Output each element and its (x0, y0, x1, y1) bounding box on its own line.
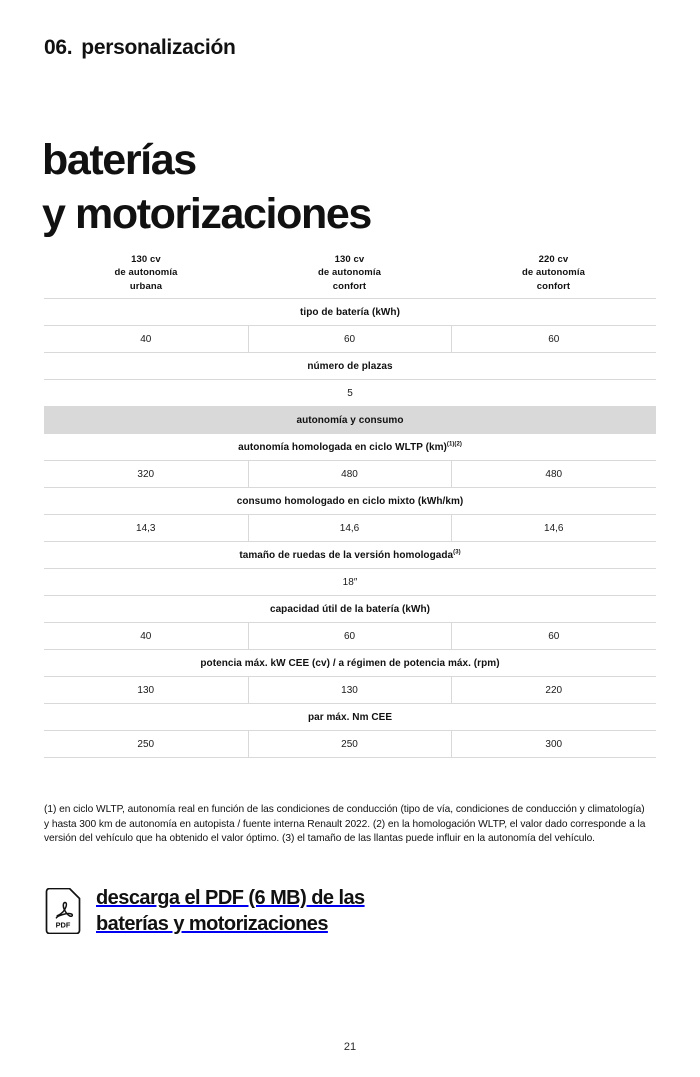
column-header-3-line-2: de autonomía (522, 267, 585, 279)
table-row: 18″ (44, 568, 656, 596)
specifications-table: 130 cv de autonomía urbana 130 cv de aut… (44, 250, 656, 758)
specifications-table-body: 130 cv de autonomía urbana 130 cv de aut… (44, 250, 656, 758)
spec-value: 480 (247, 460, 451, 488)
column-header-1-line-2: de autonomía (114, 267, 178, 279)
table-row: potencia máx. kW CEE (cv) / a régimen de… (44, 649, 656, 677)
spec-label-text: tamaño de ruedas de la versión homologad… (239, 549, 454, 561)
table-row: autonomía homologada en ciclo WLTP (km)(… (44, 433, 656, 461)
table-row: tipo de batería (kWh) (44, 298, 656, 326)
table-row: 40 60 60 (44, 622, 656, 650)
spec-label: autonomía homologada en ciclo WLTP (km)(… (44, 433, 656, 461)
section-label: personalización (81, 36, 236, 59)
spec-section-label-text: autonomía y consumo (296, 414, 404, 426)
table-row: 5 (44, 379, 656, 407)
table-row: 320 480 480 (44, 460, 656, 488)
spec-section-label: autonomía y consumo (44, 406, 656, 434)
spec-value: 250 (44, 730, 248, 758)
download-pdf-label-line-2: baterías y motorizaciones (96, 913, 328, 936)
table-column-header-row: 130 cv de autonomía urbana 130 cv de aut… (44, 250, 656, 299)
spec-label-footnote-ref: (1)(2) (446, 441, 462, 448)
page-number: 21 (343, 1041, 357, 1053)
spec-label: número de plazas (44, 352, 656, 380)
column-header-2: 130 cv de autonomía confort (248, 250, 451, 299)
table-row: par máx. Nm CEE (44, 703, 656, 731)
spec-label: par máx. Nm CEE (44, 703, 656, 731)
spec-value: 300 (450, 730, 656, 758)
column-header-2-line-1: 130 cv (334, 253, 365, 265)
section-number: 06. (44, 36, 73, 59)
spec-value: 40 (44, 622, 248, 650)
spec-label-text: consumo homologado en ciclo mixto (kWh/k… (236, 495, 464, 507)
spec-value: 14,3 (44, 514, 248, 542)
page-title-line-2: y motorizaciones (42, 189, 372, 238)
spec-label: consumo homologado en ciclo mixto (kWh/k… (44, 487, 656, 515)
column-header-3-line-1: 220 cv (538, 253, 569, 265)
spec-value: 220 (450, 676, 656, 704)
pdf-file-icon: PDF (45, 888, 81, 935)
spec-value: 60 (450, 622, 656, 650)
spec-label: tamaño de ruedas de la versión homologad… (44, 541, 656, 569)
table-row: consumo homologado en ciclo mixto (kWh/k… (44, 487, 656, 515)
spec-label-text: potencia máx. kW CEE (cv) / a régimen de… (200, 657, 500, 669)
download-pdf-label-line-1: descarga el PDF (6 MB) de las (96, 887, 365, 909)
page-title-line-1: baterías (42, 135, 197, 184)
table-bottom-rule-cell (44, 757, 656, 758)
pdf-icon-label: PDF (56, 921, 71, 930)
download-pdf-label: descarga el PDF (6 MB) de las baterías y… (96, 885, 365, 938)
spec-value: 130 (44, 676, 248, 704)
column-header-1-line-1: 130 cv (131, 253, 161, 265)
column-header-3: 220 cv de autonomía confort (451, 250, 656, 299)
download-pdf-link[interactable]: PDF descarga el PDF (6 MB) de las baterí… (44, 885, 365, 938)
spec-value: 18″ (44, 568, 656, 596)
column-header-2-line-3: confort (332, 280, 367, 292)
spec-label-text: número de plazas (307, 360, 393, 372)
table-bottom-rule (44, 757, 656, 758)
spec-value: 130 (247, 676, 451, 704)
spec-value: 320 (44, 460, 248, 488)
table-section-band: autonomía y consumo (44, 406, 656, 434)
page-title: baterías y motorizaciones (42, 133, 372, 241)
table-row: 250 250 300 (44, 730, 656, 758)
column-header-1: 130 cv de autonomía urbana (44, 250, 248, 299)
column-header-2-line-2: de autonomía (318, 267, 381, 279)
spec-value: 250 (247, 730, 451, 758)
spec-value: 480 (450, 460, 656, 488)
spec-label: tipo de batería (kWh) (44, 298, 656, 326)
spec-label: capacidad útil de la batería (kWh) (44, 595, 656, 623)
spec-value: 60 (450, 325, 656, 353)
table-row: 40 60 60 (44, 325, 656, 353)
spec-label-text: tipo de batería (kWh) (300, 306, 400, 318)
footnotes: (1) en ciclo WLTP, autonomía real en fun… (44, 804, 646, 845)
spec-label-text: capacidad útil de la batería (kWh) (269, 603, 431, 615)
spec-label-text: autonomía homologada en ciclo WLTP (km) (238, 441, 447, 453)
spec-label-text: par máx. Nm CEE (307, 711, 393, 723)
table-row: capacidad útil de la batería (kWh) (44, 595, 656, 623)
spec-label: potencia máx. kW CEE (cv) / a régimen de… (44, 649, 656, 677)
spec-value: 5 (44, 379, 656, 407)
spec-label-footnote-ref: (3) (453, 549, 461, 556)
spec-value: 60 (247, 325, 451, 353)
table-row: 14,3 14,6 14,6 (44, 514, 656, 542)
table-row: número de plazas (44, 352, 656, 380)
column-header-3-line-3: confort (536, 280, 571, 292)
spec-value: 14,6 (450, 514, 656, 542)
table-row: tamaño de ruedas de la versión homologad… (44, 541, 656, 569)
spec-value: 40 (44, 325, 248, 353)
spec-value: 60 (247, 622, 451, 650)
spec-value: 14,6 (247, 514, 451, 542)
column-header-1-line-3: urbana (129, 280, 163, 292)
table-row: 130 130 220 (44, 676, 656, 704)
section-eyebrow: 06. personalización (44, 36, 236, 60)
